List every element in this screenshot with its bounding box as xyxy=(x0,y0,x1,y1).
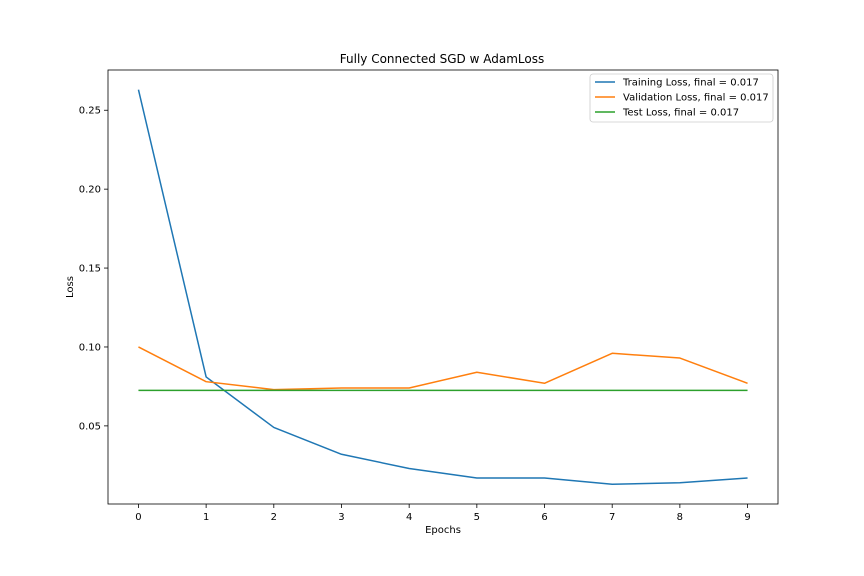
x-tick-label: 5 xyxy=(474,512,480,523)
legend-label-1: Validation Loss, final = 0.017 xyxy=(623,93,769,104)
chart-title: Fully Connected SGD w AdamLoss xyxy=(340,52,544,66)
x-tick-label: 3 xyxy=(338,512,344,523)
y-tick-label: 0.10 xyxy=(79,342,101,353)
y-tick-label: 0.25 xyxy=(79,106,101,117)
plot-area-frame xyxy=(107,69,779,505)
x-tick-label: 0 xyxy=(135,512,141,523)
legend-label-2: Test Loss, final = 0.017 xyxy=(622,108,739,119)
x-tick-label: 8 xyxy=(677,512,683,523)
y-axis-ticks: 0.05 0.10 0.15 0.20 0.25 xyxy=(79,106,108,432)
x-tick-label: 9 xyxy=(744,512,750,523)
x-tick-label: 7 xyxy=(609,512,615,523)
legend-frame xyxy=(589,73,774,123)
y-axis-label: Loss xyxy=(65,276,76,298)
x-tick-label: 1 xyxy=(203,512,209,523)
x-tick-label: 2 xyxy=(271,512,277,523)
legend: Training Loss, final = 0.017 Validation L… xyxy=(589,73,774,123)
x-axis-ticks: 0 1 2 3 4 5 6 7 8 9 xyxy=(135,504,751,523)
series-line-1 xyxy=(138,346,748,391)
x-tick-label: 4 xyxy=(406,512,412,523)
y-tick-label: 0.05 xyxy=(79,421,101,432)
y-tick-label: 0.15 xyxy=(79,264,101,275)
series-line-0 xyxy=(137,89,748,486)
x-axis-label: Epochs xyxy=(425,525,461,536)
y-tick-label: 0.20 xyxy=(79,185,101,196)
series-layer xyxy=(137,89,748,486)
x-tick-label: 6 xyxy=(541,512,547,523)
legend-label-0: Training Loss, final = 0.017 xyxy=(622,78,759,89)
